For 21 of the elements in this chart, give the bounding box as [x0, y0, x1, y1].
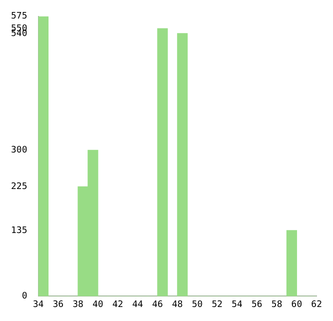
x-tick-label: 38 — [72, 300, 84, 310]
x-tick-label: 50 — [192, 300, 203, 310]
x-tick-label: 62 — [311, 300, 322, 310]
x-tick-label: 58 — [271, 300, 282, 310]
x-tick-label: 48 — [172, 300, 183, 310]
y-tick-label: 135 — [10, 226, 28, 236]
x-tick-label: 44 — [132, 300, 144, 310]
x-tick-label: 46 — [152, 300, 163, 310]
y-tick-label: 0 — [22, 292, 28, 302]
y-tick-label: 575 — [10, 12, 28, 22]
x-tick-label: 34 — [32, 300, 44, 310]
x-tick-label: 40 — [92, 300, 104, 310]
x-tick-label: 56 — [252, 300, 262, 310]
y-tick-label: 540 — [10, 28, 28, 39]
x-tick-label: 36 — [52, 300, 64, 310]
y-tick-label: 225 — [10, 182, 28, 192]
x-tick-label: 60 — [291, 300, 302, 310]
y-tick-label: 300 — [10, 146, 28, 156]
x-tick-label: 54 — [232, 300, 242, 310]
x-tick-label: 42 — [112, 300, 124, 310]
x-tick-label: 52 — [212, 300, 223, 310]
